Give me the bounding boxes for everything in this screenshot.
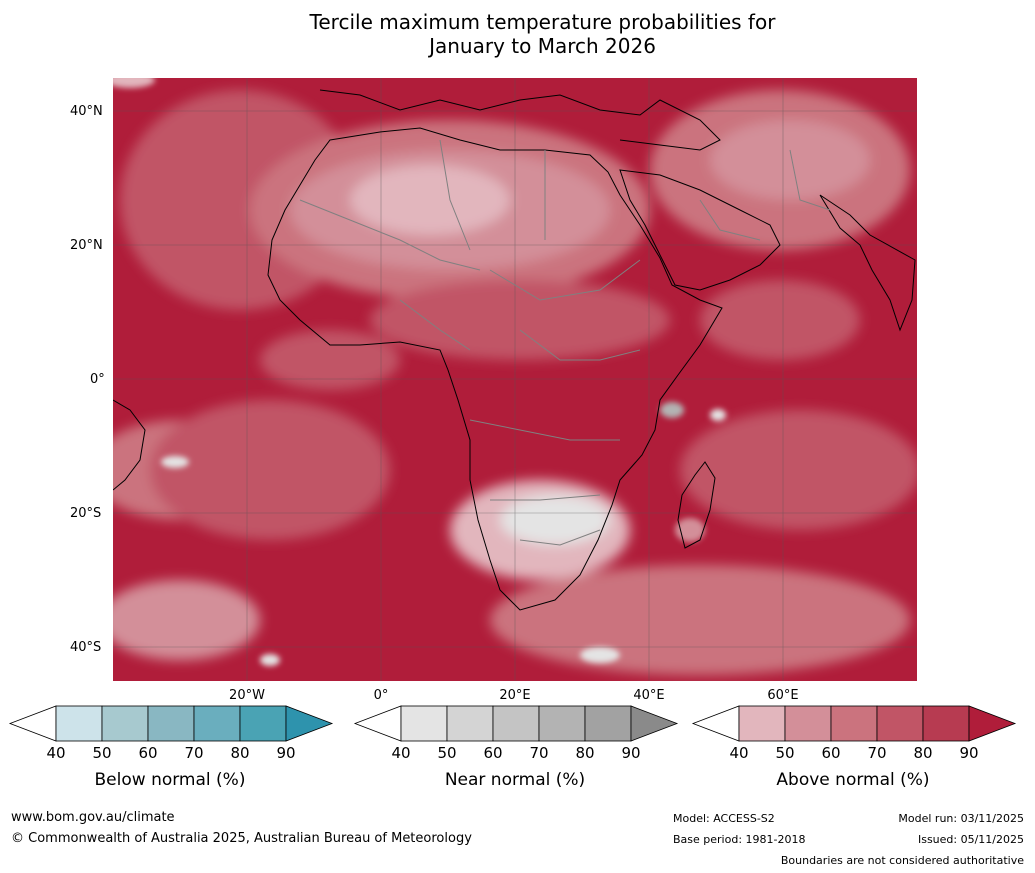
below-colorbar-segment <box>55 705 103 742</box>
below-tick-label: 90 <box>276 744 296 762</box>
footer-copyright: © Commonwealth of Australia 2025, Austra… <box>11 831 472 846</box>
near-colorbar-segment <box>492 705 540 742</box>
near-colorbar-min-extension <box>353 705 402 742</box>
near-tick-label: 60 <box>483 744 503 762</box>
near-colorbar-segment <box>538 705 586 742</box>
below-tick-label: 40 <box>46 744 66 762</box>
lat-label-20s: 20°S <box>70 506 102 521</box>
graticule <box>113 78 917 681</box>
above-tick-label: 40 <box>729 744 749 762</box>
lon-label-60e: 60°E <box>767 688 799 703</box>
lon-label-40e: 40°E <box>633 688 665 703</box>
map-title: Tercile maximum temperature probabilitie… <box>0 10 1035 58</box>
below-tick-label: 80 <box>230 744 250 762</box>
near-tick-label: 40 <box>391 744 411 762</box>
above-colorbar-segment <box>830 705 878 742</box>
south-america-coast <box>113 399 146 491</box>
below-colorbar-segment <box>239 705 287 742</box>
lat-label-40s: 40°S <box>70 640 102 655</box>
above-tick-label: 50 <box>775 744 795 762</box>
below-colorbar-segment <box>101 705 149 742</box>
below-tick-label: 60 <box>138 744 158 762</box>
below-tick-label: 50 <box>92 744 112 762</box>
lat-label-20n: 20°N <box>70 238 103 253</box>
europe-coast <box>319 89 721 151</box>
near-tick-label: 70 <box>529 744 549 762</box>
lon-label-20w: 20°W <box>229 688 265 703</box>
colorbar-above <box>691 705 1017 742</box>
above-tick-label: 70 <box>867 744 887 762</box>
colorbar-above-title: Above normal (%) <box>776 770 930 790</box>
colorbar-near-title: Near normal (%) <box>444 770 586 790</box>
below-colorbar-segment <box>193 705 241 742</box>
near-colorbar-segment <box>446 705 494 742</box>
above-colorbar-min-extension <box>691 705 740 742</box>
near-tick-label: 90 <box>621 744 641 762</box>
colorbar-near <box>353 705 679 742</box>
above-colorbar-max-extension <box>968 705 1017 742</box>
coastlines <box>113 89 916 611</box>
lat-label-40n: 40°N <box>70 104 103 119</box>
title-line-2: January to March 2026 <box>429 34 656 58</box>
title-line-1: Tercile maximum temperature probabilitie… <box>309 10 776 34</box>
below-tick-label: 70 <box>184 744 204 762</box>
near-colorbar-max-extension <box>630 705 679 742</box>
probability-field <box>113 90 917 675</box>
footer-boundaries: Boundaries are not considered authoritat… <box>780 854 1024 867</box>
above-colorbar-segment <box>784 705 832 742</box>
country-borders <box>299 139 831 546</box>
footer-model: Model: ACCESS-S2 <box>673 812 775 825</box>
colorbar-below-title: Below normal (%) <box>94 770 246 790</box>
colorbar-below <box>8 705 334 742</box>
above-tick-label: 80 <box>913 744 933 762</box>
lon-label-0: 0° <box>373 688 389 703</box>
madagascar-coast <box>677 461 716 549</box>
footer-url: www.bom.gov.au/climate <box>11 810 175 825</box>
near-tick-label: 50 <box>437 744 457 762</box>
lat-label-0: 0° <box>90 372 105 387</box>
africa-coast <box>267 127 723 611</box>
near-colorbar-segment <box>400 705 448 742</box>
footer-model-run: Model run: 03/11/2025 <box>898 812 1024 825</box>
above-tick-label: 90 <box>959 744 979 762</box>
india-coast <box>819 194 916 332</box>
below-colorbar-min-extension <box>8 705 57 742</box>
above-colorbar-segment <box>922 705 970 742</box>
above-tick-label: 60 <box>821 744 841 762</box>
near-colorbar-segment <box>584 705 632 742</box>
below-colorbar-segment <box>147 705 195 742</box>
above-colorbar-segment <box>738 705 786 742</box>
footer-base-period: Base period: 1981-2018 <box>673 833 806 846</box>
lon-label-20e: 20°E <box>499 688 531 703</box>
below-colorbar-max-extension <box>285 705 334 742</box>
above-colorbar-segment <box>876 705 924 742</box>
arabia-coast <box>619 169 781 291</box>
footer-issued: Issued: 05/11/2025 <box>917 833 1024 846</box>
near-tick-label: 80 <box>575 744 595 762</box>
